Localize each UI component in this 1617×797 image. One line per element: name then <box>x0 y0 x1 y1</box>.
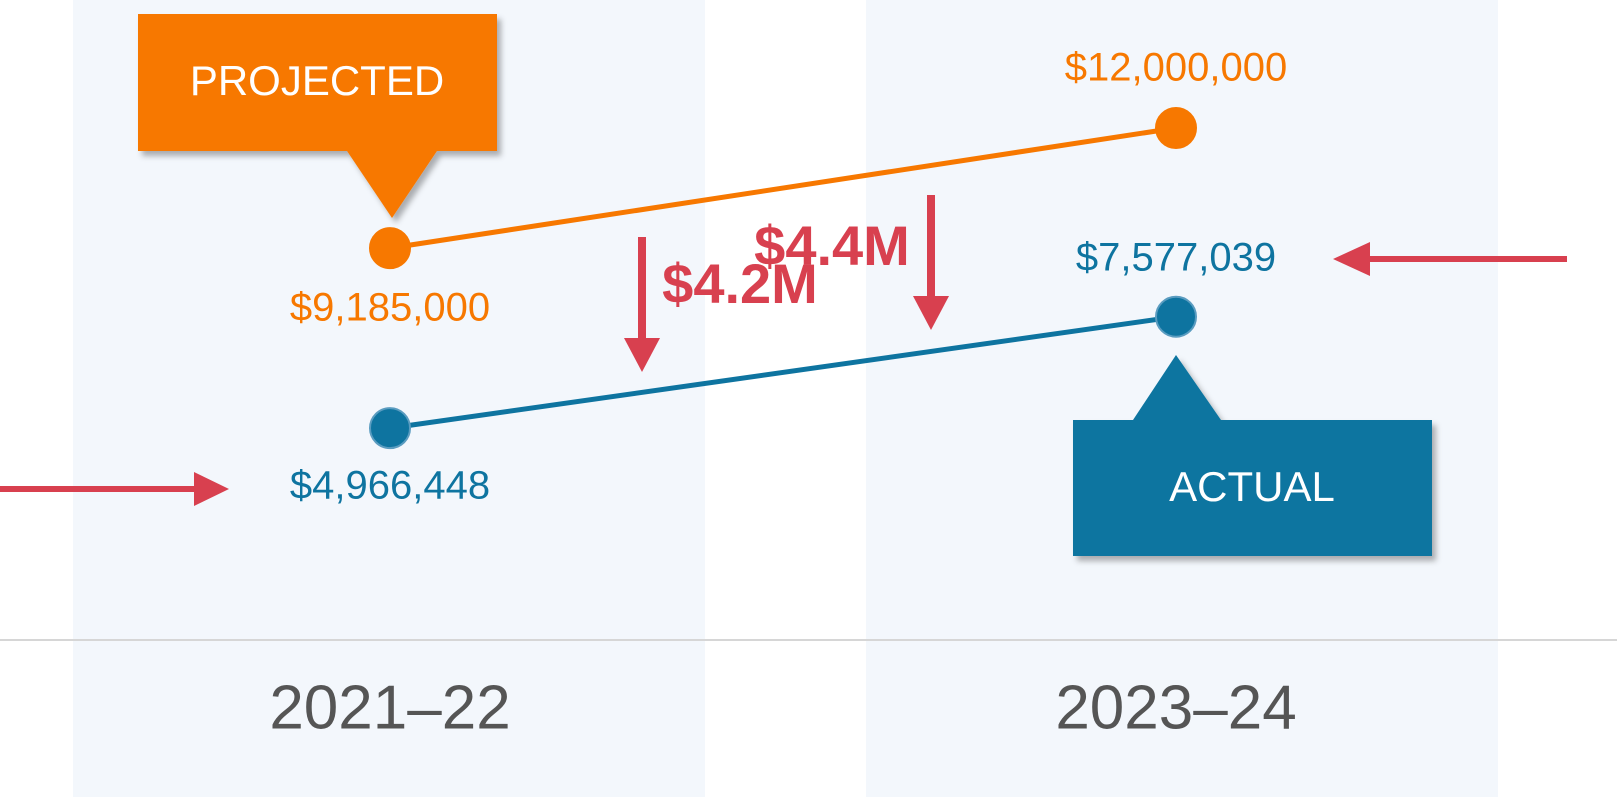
callout <box>1073 355 1432 556</box>
callout-box <box>1073 355 1432 556</box>
series-line <box>389 125 1177 251</box>
arrow-head <box>194 472 229 506</box>
data-label: $7,577,039 <box>1076 235 1276 279</box>
x-tick-label: 2021–22 <box>269 673 510 742</box>
arrow-head <box>624 338 660 372</box>
legend-label: PROJECTED <box>190 57 444 104</box>
plot: $9,185,000 $12,000,000 $4,966,448 $7,577,03… <box>290 46 1287 508</box>
data-label: $12,000,000 <box>1065 46 1287 90</box>
series-line <box>389 314 1177 431</box>
data-label: $4,966,448 <box>290 464 490 508</box>
data-point <box>369 227 411 270</box>
data-point <box>1155 107 1197 149</box>
data-point <box>369 407 411 450</box>
callout <box>138 14 497 218</box>
difference-label: $4.2M <box>662 252 818 315</box>
difference-label: $4.4M <box>754 214 910 277</box>
data-label: $9,185,000 <box>290 286 490 330</box>
x-tick-label: 2023–24 <box>1055 673 1296 742</box>
legend-label: ACTUAL <box>1169 463 1335 510</box>
arrow-head <box>913 296 949 330</box>
callout-box <box>138 14 497 218</box>
arrow-head <box>1333 242 1370 276</box>
annotations: $4.2M $4.4M <box>0 195 1567 506</box>
data-point <box>1155 295 1197 338</box>
